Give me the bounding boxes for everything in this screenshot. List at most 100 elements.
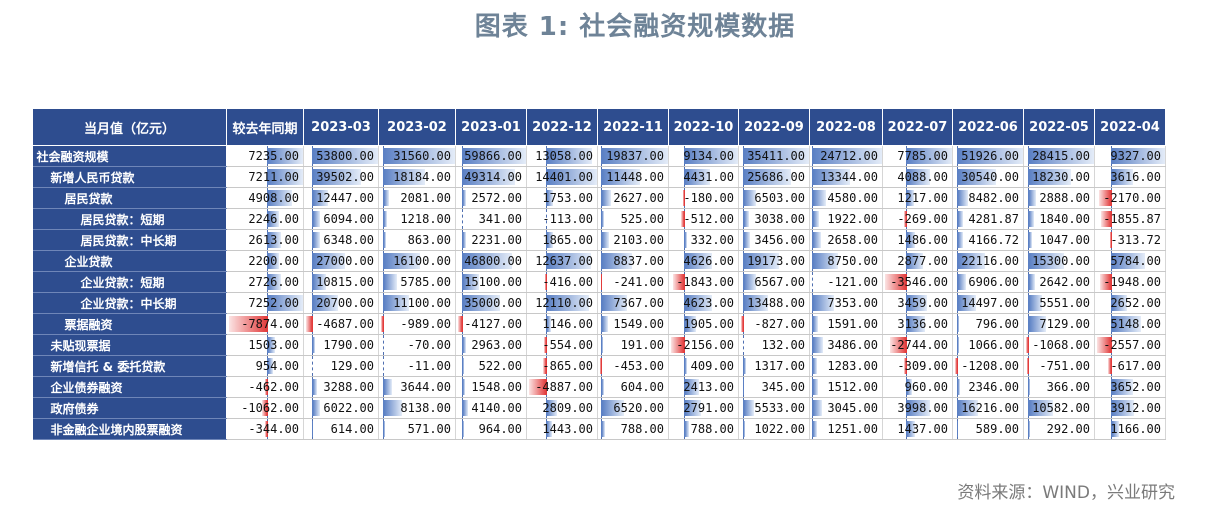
data-cell: 5784.00 — [1094, 250, 1166, 272]
cell-value: -344.00 — [248, 422, 299, 436]
data-bar — [741, 316, 744, 332]
data-cell: 1443.00 — [526, 418, 598, 440]
cell-value: 1317.00 — [754, 359, 805, 373]
header-col-12: 2022-05 — [1023, 108, 1095, 146]
figure-title: 图表 1: 社会融资规模数据 — [474, 12, 796, 42]
data-cell: 341.00 — [455, 208, 527, 230]
cell-value: 4088.00 — [897, 170, 948, 184]
data-cell: 4281.87 — [952, 208, 1024, 230]
data-cell: 7367.00 — [597, 292, 669, 314]
cell-value: 25686.00 — [747, 170, 805, 184]
cell-value: -453.00 — [613, 359, 664, 373]
cell-value: 1790.00 — [323, 338, 374, 352]
data-cell: 2346.00 — [952, 376, 1024, 398]
cell-value: -113.00 — [542, 212, 593, 226]
data-cell: 1840.00 — [1023, 208, 1095, 230]
cell-value: 3045.00 — [827, 401, 878, 415]
cell-value: 1066.00 — [968, 338, 1019, 352]
data-cell: 132.00 — [738, 334, 810, 356]
data-cell: 7353.00 — [809, 292, 883, 314]
data-cell: -1068.00 — [1023, 334, 1095, 356]
data-bar — [742, 169, 791, 185]
data-cell: 4623.00 — [668, 292, 739, 314]
cell-value: 18230.00 — [1032, 170, 1090, 184]
data-bar — [545, 253, 591, 269]
header-col-5: 2022-12 — [526, 108, 598, 146]
data-bar — [1107, 358, 1113, 374]
cell-value: 2963.00 — [471, 338, 522, 352]
cell-value: 960.00 — [904, 380, 948, 394]
data-cell: 2246.00 — [226, 208, 304, 230]
data-cell: 2613.00 — [226, 229, 304, 251]
data-bar — [601, 253, 632, 269]
data-cell: 6567.00 — [738, 271, 810, 293]
cell-value: 3486.00 — [827, 338, 878, 352]
cell-value: 1437.00 — [897, 422, 948, 436]
cell-value: 35411.00 — [747, 149, 805, 163]
cell-value: 4166.72 — [968, 233, 1019, 247]
cell-value: 3652.00 — [1110, 380, 1161, 394]
cell-value: 525.00 — [620, 212, 664, 226]
header-col-2: 2023-03 — [303, 108, 379, 146]
data-cell: 51926.00 — [952, 145, 1024, 167]
cell-value: 3644.00 — [400, 380, 451, 394]
table-row: 企业贷款：短期 2726.00 10815.00 5785.00 15100.00 -41… — [32, 271, 1166, 293]
data-cell: -4127.00 — [455, 313, 527, 335]
data-bar — [261, 400, 268, 416]
cell-value: 3456.00 — [754, 233, 805, 247]
data-bar — [601, 190, 612, 206]
cell-value: 9134.00 — [683, 149, 734, 163]
data-bar — [812, 148, 882, 164]
data-bar — [683, 148, 738, 164]
data-bar — [683, 253, 712, 269]
data-cell: 59866.00 — [455, 145, 527, 167]
data-bar — [311, 169, 361, 185]
data-bar — [462, 400, 468, 416]
data-cell: 1251.00 — [809, 418, 883, 440]
cell-value: 35000.00 — [464, 296, 522, 310]
data-bar — [682, 190, 685, 206]
data-cell: 3644.00 — [378, 376, 456, 398]
data-bar — [383, 400, 403, 416]
cell-value: -70.00 — [407, 338, 451, 352]
cell-value: 1591.00 — [827, 317, 878, 331]
cell-value: 7367.00 — [613, 296, 664, 310]
cell-value: 345.00 — [761, 380, 805, 394]
data-bar — [683, 295, 712, 311]
cell-value: -1948.00 — [1103, 275, 1161, 289]
data-bar — [462, 148, 526, 164]
data-cell: 15100.00 — [455, 271, 527, 293]
data-bar — [683, 316, 696, 332]
data-cell: 1790.00 — [303, 334, 379, 356]
cell-value: -241.00 — [613, 275, 664, 289]
data-cell: -180.00 — [668, 187, 739, 209]
data-bar — [383, 232, 387, 248]
data-cell: 2658.00 — [809, 229, 883, 251]
data-cell: 13488.00 — [738, 292, 810, 314]
data-cell: 9327.00 — [1094, 145, 1166, 167]
data-bar — [742, 379, 745, 395]
cell-value: -617.00 — [1110, 359, 1161, 373]
data-bar — [956, 253, 986, 269]
data-bar — [462, 274, 480, 290]
source-note: 资料来源：WIND，兴业研究 — [957, 483, 1175, 503]
cell-value: 788.00 — [620, 422, 664, 436]
data-bar — [742, 232, 750, 248]
data-bar — [601, 379, 605, 395]
data-cell: 19173.00 — [738, 250, 810, 272]
cell-value: -2557.00 — [1103, 338, 1161, 352]
table-row: 企业贷款 2200.00 27000.00 16100.00 46800.00 12637… — [32, 250, 1166, 272]
cell-value: 19837.00 — [606, 149, 664, 163]
cell-value: 1486.00 — [897, 233, 948, 247]
cell-value: 6503.00 — [754, 191, 805, 205]
cell-value: 15100.00 — [464, 275, 522, 289]
cell-value: 1146.00 — [542, 317, 593, 331]
data-cell: 24712.00 — [809, 145, 883, 167]
data-bar — [267, 295, 303, 311]
data-cell: 18230.00 — [1023, 166, 1095, 188]
data-bar — [742, 253, 779, 269]
data-cell: 2572.00 — [455, 187, 527, 209]
cell-value: 191.00 — [620, 338, 664, 352]
cell-value: -1068.00 — [1032, 338, 1090, 352]
data-cell: -751.00 — [1023, 355, 1095, 377]
